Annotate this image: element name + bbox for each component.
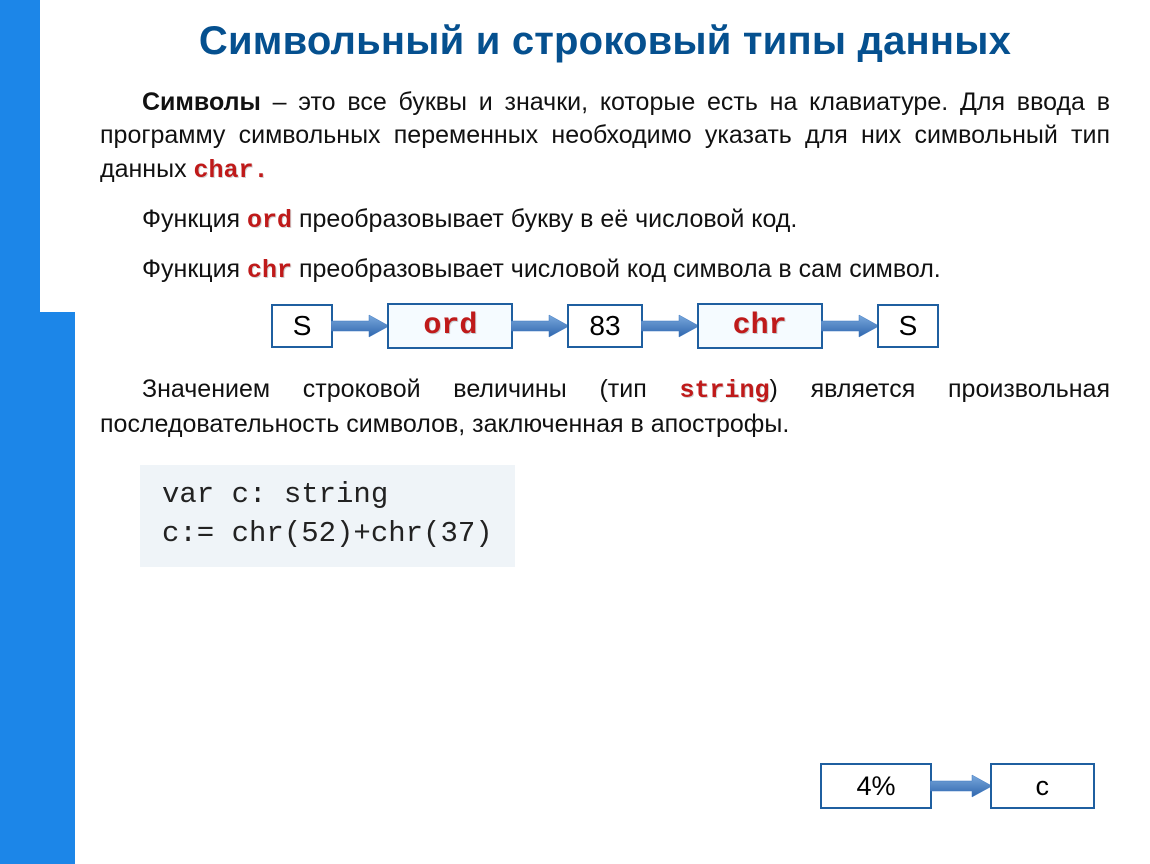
result-diagram: 4% c (820, 763, 1095, 809)
content-area: Символьный и строковый типы данных Симво… (100, 18, 1110, 567)
slide-title: Символьный и строковый типы данных (100, 18, 1110, 64)
accent-bar-top (0, 0, 40, 312)
diagram-label-83: 83 (589, 312, 620, 340)
arrow-4 (821, 313, 879, 339)
diagram-node-s1: S (271, 304, 334, 348)
diagram-label-s1: S (293, 312, 312, 340)
code-block: var c: string c:= chr(52)+chr(37) (140, 465, 515, 567)
keyword-chr: chr (247, 256, 292, 285)
paragraph-chr: Функция chr преобразовывает числовой код… (100, 253, 1110, 287)
result-arrow (930, 773, 992, 799)
keyword-string: string (680, 376, 770, 405)
diagram-node-chr: chr (697, 303, 823, 349)
arrow-3 (641, 313, 699, 339)
term-symbols: Символы (142, 88, 261, 116)
result-label-c: c (1036, 773, 1050, 800)
paragraph-string: Значением строковой величины (тип string… (100, 373, 1110, 441)
paragraph-symbols: Символы – это все буквы и значки, которы… (100, 86, 1110, 187)
para4-pre: Значением строковой величины (тип (142, 375, 680, 403)
result-box-4pct: 4% (820, 763, 931, 809)
diagram-label-s2: S (899, 312, 918, 340)
arrow-1 (331, 313, 389, 339)
result-box-c: c (990, 763, 1096, 809)
diagram-node-ord: ord (387, 303, 513, 349)
diagram-label-chr: chr (733, 311, 787, 341)
diagram-node-s2: S (877, 304, 940, 348)
code-line-1: var c: string (162, 475, 493, 514)
paragraph-ord: Функция ord преобразовывает букву в её ч… (100, 203, 1110, 237)
diagram-label-ord: ord (423, 311, 477, 341)
para3-pre: Функция (142, 255, 247, 283)
code-line-2: c:= chr(52)+chr(37) (162, 514, 493, 553)
keyword-char: char. (194, 156, 269, 185)
accent-bar-bottom (0, 312, 75, 864)
arrow-2 (511, 313, 569, 339)
para3-post: преобразовывает числовой код символа в с… (292, 255, 941, 283)
slide: Символьный и строковый типы данных Симво… (0, 0, 1150, 864)
para2-pre: Функция (142, 205, 247, 233)
diagram-node-83: 83 (567, 304, 642, 348)
keyword-ord: ord (247, 206, 292, 235)
ord-chr-diagram: S ord 83 chr S (100, 303, 1110, 349)
result-label-4pct: 4% (856, 773, 895, 800)
para2-post: преобразовывает букву в её числовой код. (292, 205, 797, 233)
